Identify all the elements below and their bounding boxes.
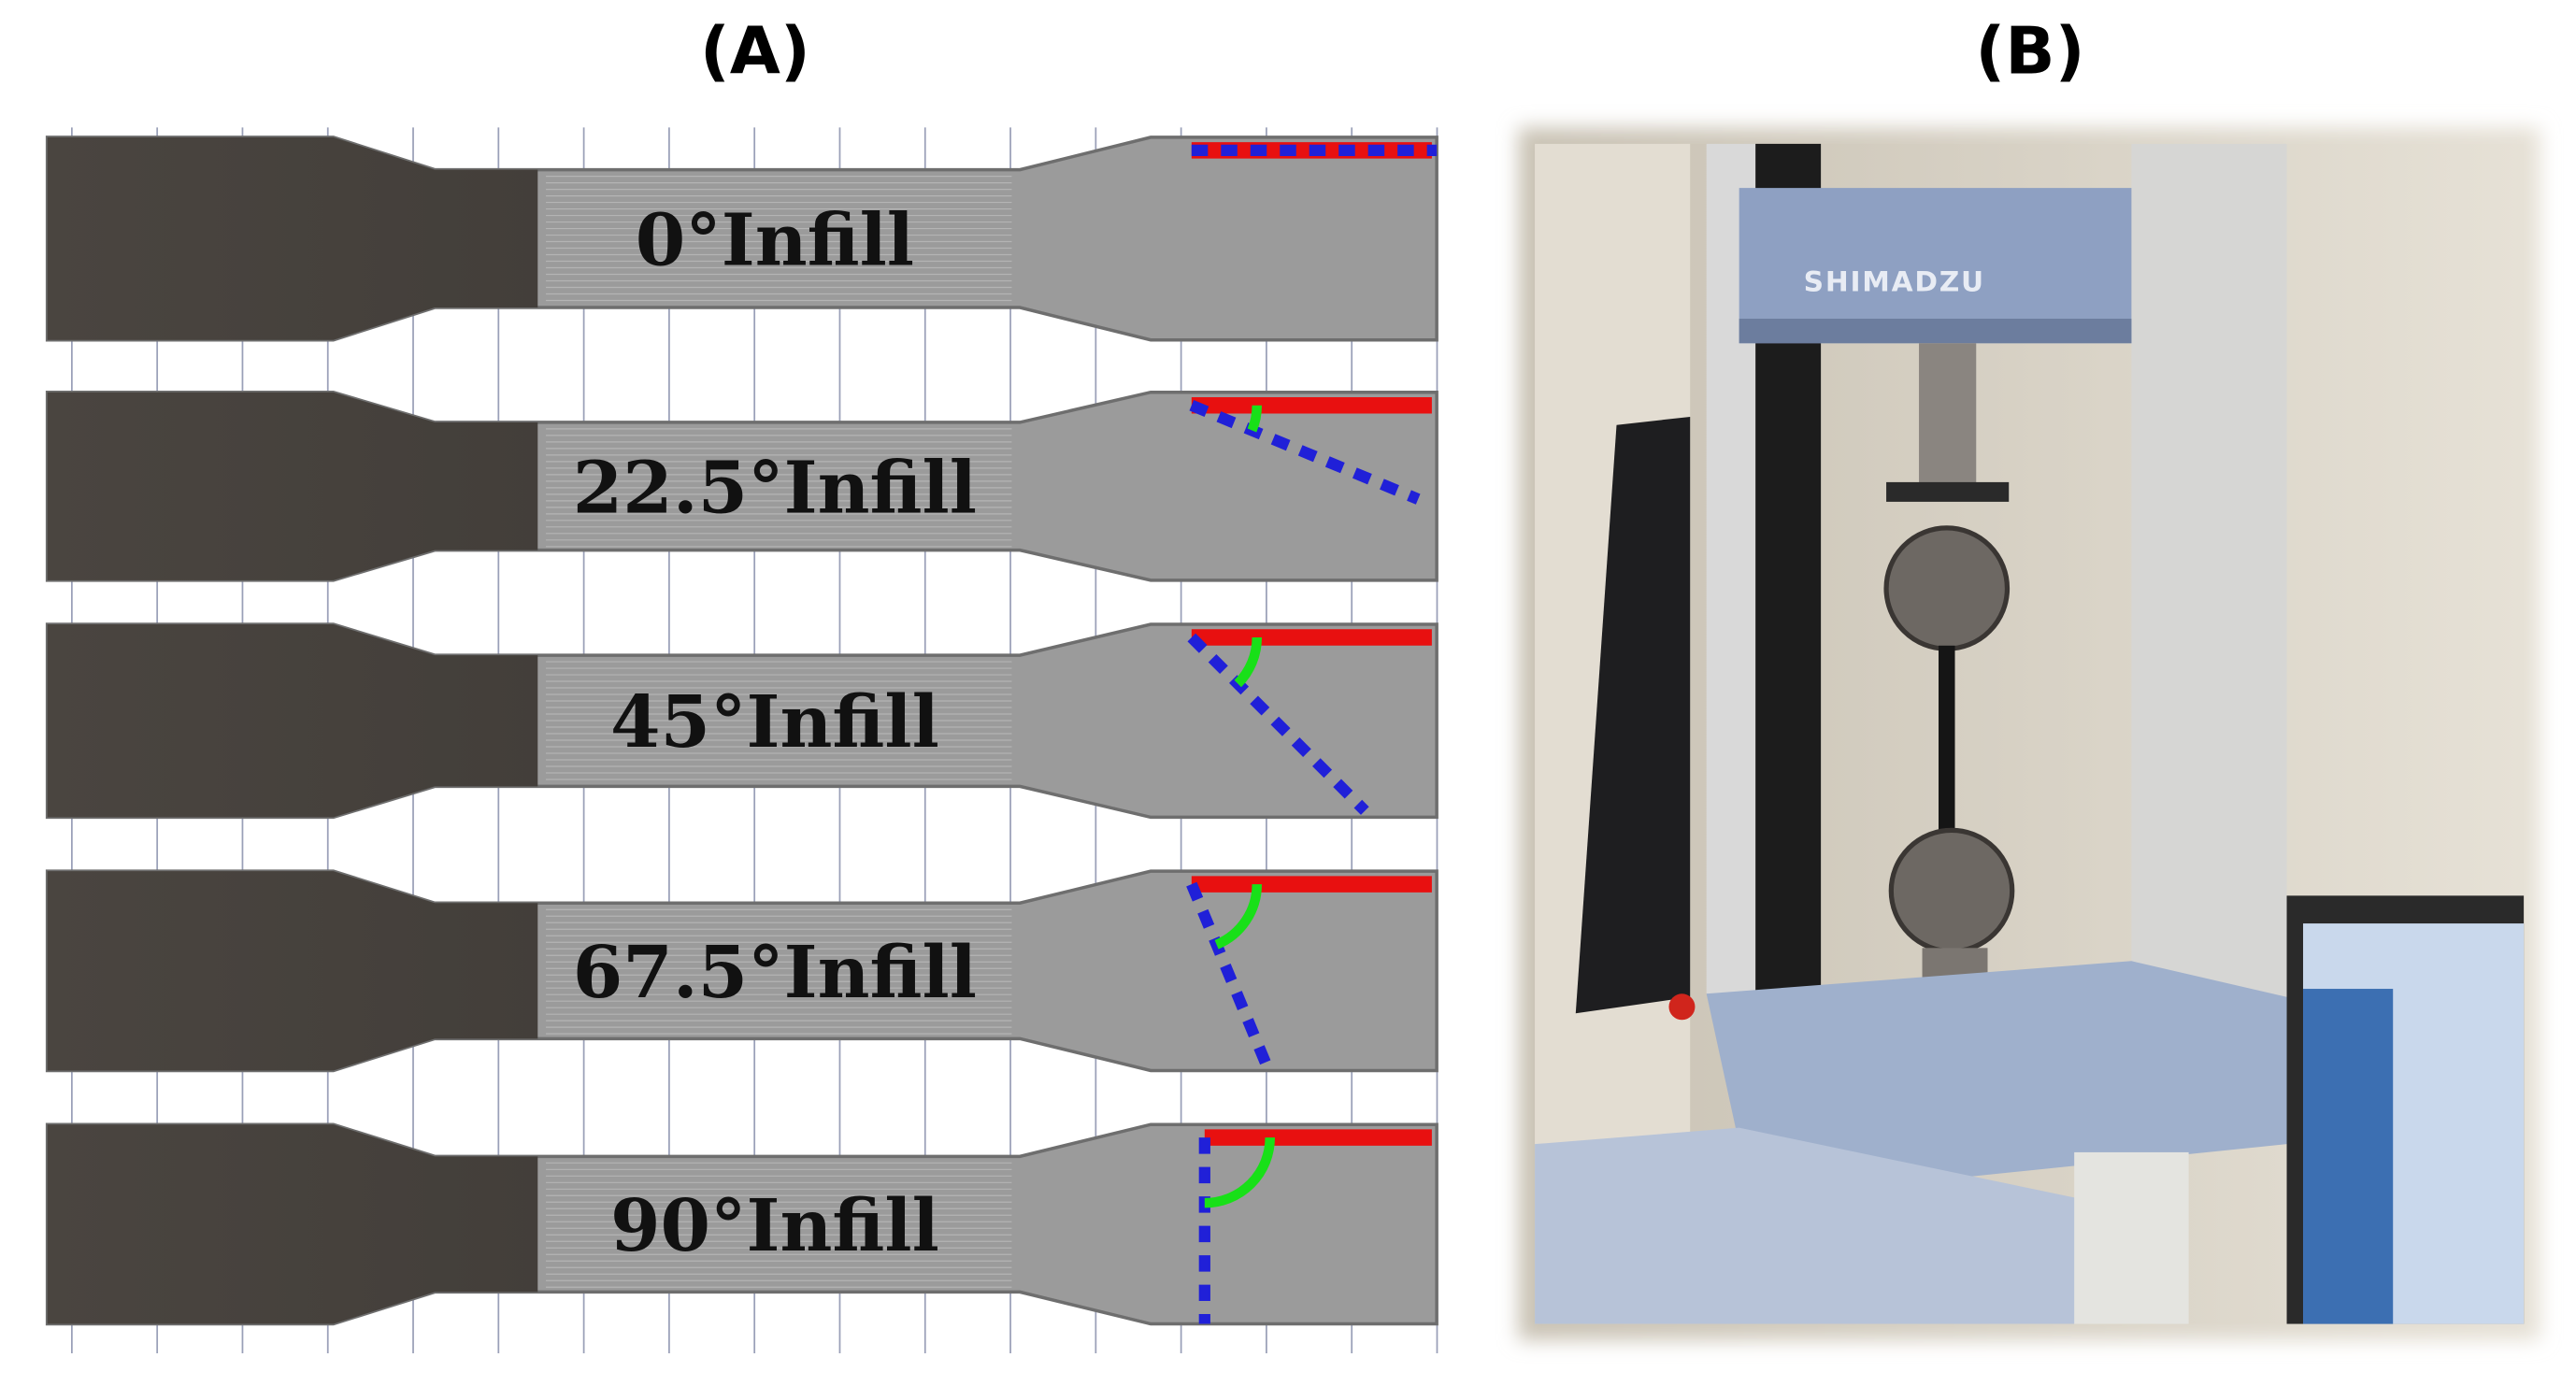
specimen-label: 67.5°Infill (573, 931, 977, 1015)
angle-arc (1247, 405, 1263, 433)
specimen: 22.5°Infill (45, 390, 1438, 582)
upper-grip (1883, 525, 2011, 651)
panel-label: (B) (1975, 14, 2084, 90)
angle-arc (1234, 636, 1263, 688)
crosshead-edge (1739, 319, 2132, 344)
screen-sidebar (2303, 989, 2394, 1324)
lower-grip (1888, 827, 2015, 954)
upper-clamp (1886, 481, 2010, 502)
crosshead (1739, 188, 2132, 344)
specimen-photo (47, 1124, 538, 1324)
raster-direction (1186, 881, 1275, 1073)
specimen: 67.5°Infill (45, 869, 1438, 1073)
panel-label: (A) (700, 14, 810, 90)
angle-arc (1214, 883, 1263, 950)
specimen-label: 90°Infill (610, 1184, 939, 1268)
raster-direction (1189, 400, 1421, 505)
specimen-photo (47, 392, 538, 580)
specimen-photo (47, 624, 538, 818)
panel-b: SHIMADZU (1518, 127, 2540, 1341)
panel-a: 0°Infill 22.5°Infill 45°Infill 67.5°Infill 9… (45, 127, 1438, 1354)
right-column (2131, 143, 2287, 1010)
specimen: 0°Infill (45, 136, 1438, 342)
raster-direction (1187, 633, 1369, 815)
controller (2074, 1151, 2189, 1324)
dark-panel (1575, 416, 1691, 1014)
specimen-label: 45°Infill (610, 680, 939, 764)
angle-arc (1204, 1137, 1276, 1208)
specimen-label: 22.5°Infill (573, 446, 977, 530)
specimen-photo (47, 871, 538, 1071)
specimen-label: 0°Infill (636, 198, 914, 282)
machine-brand: SHIMADZU (1804, 265, 1985, 298)
specimen-photo (47, 136, 538, 340)
base (1706, 961, 2287, 1178)
table (1535, 1127, 2132, 1324)
specimen (1939, 645, 1955, 834)
specimen: 90°Infill (45, 1122, 1438, 1326)
emergency-stop (1668, 993, 1696, 1021)
specimen: 45°Infill (45, 622, 1438, 820)
load-cell (1919, 343, 1977, 491)
